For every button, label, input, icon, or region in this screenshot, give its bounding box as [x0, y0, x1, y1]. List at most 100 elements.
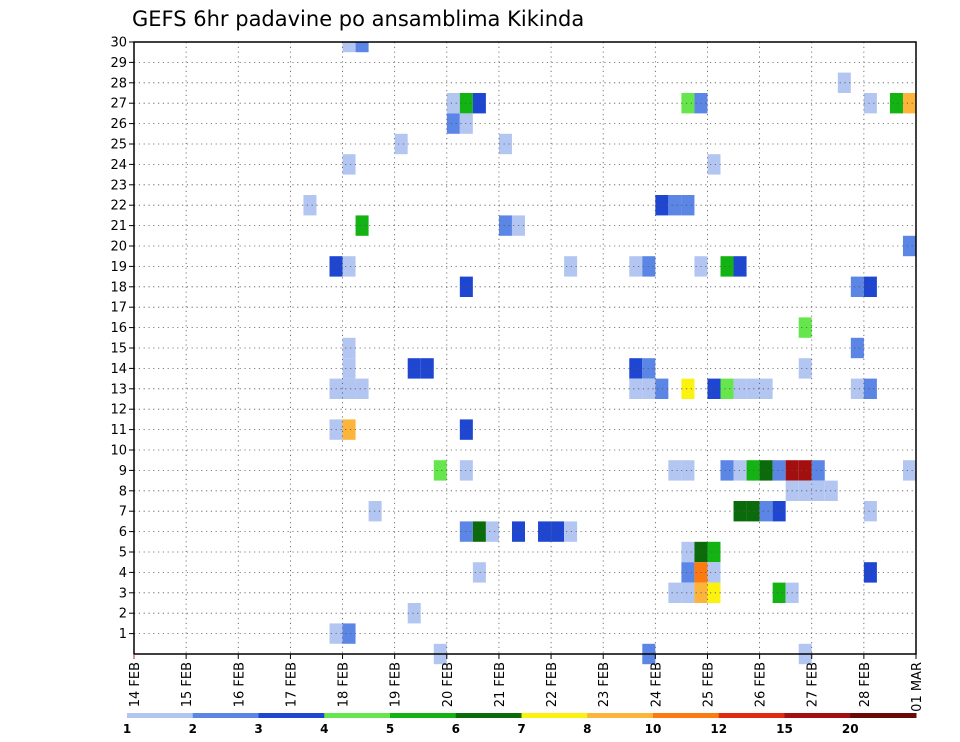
heatmap-cell	[889, 93, 903, 114]
heatmap-cell	[746, 501, 760, 522]
legend-label: 4	[320, 722, 328, 736]
heatmap-cell	[642, 378, 656, 399]
heatmap-cell	[629, 256, 643, 277]
x-tick-label: 23 FEB	[597, 662, 612, 707]
heatmap-cell	[342, 623, 356, 644]
y-tick-label: 24	[110, 158, 127, 173]
heatmap-cell	[811, 480, 825, 501]
heatmap-cell	[472, 521, 486, 542]
y-tick-label: 13	[110, 382, 127, 397]
legend-swatch	[521, 713, 588, 718]
y-tick-label: 4	[119, 566, 127, 581]
legend-label: 1	[123, 722, 131, 736]
y-tick-label: 28	[110, 76, 127, 91]
heatmap-cell	[746, 378, 760, 399]
heatmap-cell	[342, 337, 356, 359]
y-tick-label: 5	[119, 546, 127, 561]
heatmap-cell	[850, 337, 864, 359]
legend-swatch	[390, 713, 457, 718]
y-tick-label: 27	[110, 97, 127, 112]
x-tick-label: 24 FEB	[649, 662, 664, 707]
legend-swatch	[127, 713, 194, 718]
heatmap-cell	[733, 378, 747, 399]
y-tick-label: 25	[110, 138, 127, 153]
heatmap-cell	[863, 562, 877, 583]
heatmap-cell	[668, 195, 682, 216]
y-tick-label: 9	[119, 464, 127, 479]
legend-label: 5	[386, 722, 394, 736]
legend-label: 15	[776, 722, 793, 736]
y-tick-label: 10	[110, 444, 127, 459]
heatmap-cell	[798, 317, 812, 338]
y-tick-label: 22	[110, 199, 127, 214]
y-tick-label: 23	[110, 178, 127, 193]
y-tick-label: 14	[110, 362, 127, 377]
heatmap-cell	[733, 501, 747, 522]
legend-swatch	[653, 713, 720, 718]
heatmap-cell	[642, 358, 656, 379]
y-tick-label: 16	[110, 321, 127, 336]
x-tick-label: 16 FEB	[232, 662, 247, 707]
y-tick-label: 8	[119, 484, 127, 499]
heatmap-cell	[446, 93, 460, 114]
x-tick-label: 25 FEB	[701, 662, 716, 707]
heatmap-cell	[342, 358, 356, 379]
heatmap-cell	[564, 521, 578, 542]
x-tick-label: 01 MAR	[910, 662, 925, 712]
heatmap-cell	[485, 521, 499, 542]
heatmap-cell	[498, 133, 512, 155]
heatmap-cell	[472, 562, 486, 583]
heatmap-cell	[342, 154, 356, 175]
heatmap-cell	[707, 582, 721, 603]
y-tick-label: 15	[110, 342, 127, 357]
y-tick-label: 26	[110, 117, 127, 132]
plot-frame	[133, 41, 917, 655]
heatmap-cell	[342, 256, 356, 277]
heatmap-cell	[355, 42, 369, 53]
heatmap-cell	[902, 93, 916, 114]
heatmap-cell	[668, 582, 682, 603]
y-axis-ticks: 1234567891011121314151617181920212223242…	[110, 36, 134, 642]
x-tick-label: 20 FEB	[441, 662, 456, 707]
heatmap-cells	[303, 42, 916, 665]
legend-swatch	[455, 713, 522, 718]
y-tick-label: 12	[110, 403, 127, 418]
color-legend: 1 2 3 4 5 6 7 8 10 12 15 20	[123, 713, 917, 736]
x-tick-label: 27 FEB	[806, 662, 821, 707]
heatmap-cell	[681, 582, 695, 603]
heatmap-cell	[681, 93, 695, 114]
heatmap-cell	[642, 256, 656, 277]
heatmap-cell	[342, 378, 356, 399]
y-tick-label: 29	[110, 56, 127, 71]
legend-label: 6	[452, 722, 460, 736]
heatmap-cell	[759, 460, 773, 481]
heatmap-cell	[863, 378, 877, 399]
x-tick-label: 26 FEB	[754, 662, 769, 707]
heatmap-cell	[798, 460, 812, 481]
legend-label: 20	[842, 722, 859, 736]
heatmap-cell	[863, 93, 877, 114]
x-tick-label: 17 FEB	[284, 662, 299, 707]
heatmap-cell	[707, 541, 721, 563]
y-tick-label: 18	[110, 280, 127, 295]
y-tick-label: 17	[110, 301, 127, 316]
heatmap-cell	[746, 460, 760, 481]
heatmap-cell	[538, 521, 552, 542]
y-tick-label: 6	[119, 525, 127, 540]
x-tick-label: 18 FEB	[337, 662, 352, 707]
heatmap-cell	[863, 501, 877, 522]
y-tick-label: 20	[110, 240, 127, 255]
x-tick-label: 22 FEB	[545, 662, 560, 707]
y-tick-label: 2	[119, 607, 127, 622]
legend-swatch	[258, 713, 325, 718]
heatmap-cell	[668, 460, 682, 481]
x-tick-label: 15 FEB	[180, 662, 195, 707]
heatmap-cell	[772, 582, 786, 603]
heatmap-cell	[837, 72, 851, 93]
legend-swatch	[718, 713, 785, 718]
heatmap-cell	[759, 501, 773, 522]
heatmap-cell	[863, 276, 877, 297]
legend-label: 12	[710, 722, 727, 736]
heatmap-cell	[850, 276, 864, 297]
chart-title: GEFS 6hr padavine po ansamblima Kikinda	[132, 7, 584, 31]
